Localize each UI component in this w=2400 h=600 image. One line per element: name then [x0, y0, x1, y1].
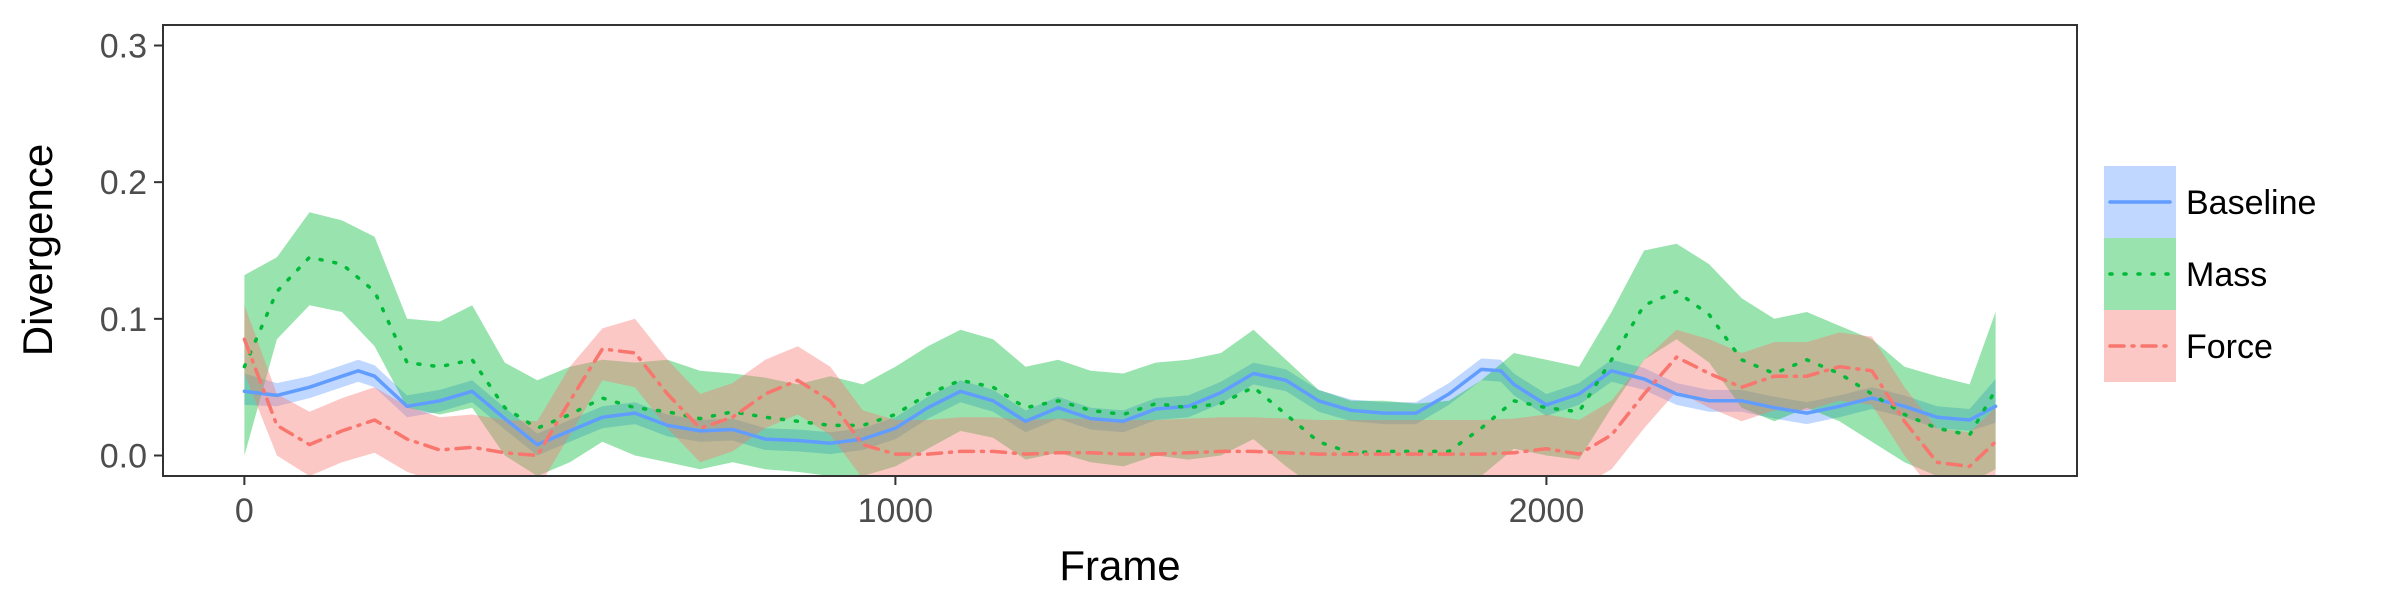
y-tick-label: 0.0	[100, 438, 147, 476]
y-tick-label: 0.2	[100, 164, 147, 202]
y-tick-label: 0.3	[100, 28, 147, 66]
legend-item-force: Force	[2104, 310, 2273, 382]
legend: Baseline Mass Force	[2104, 166, 2316, 382]
legend-label-mass: Mass	[2186, 256, 2267, 294]
baseline-band	[244, 358, 1996, 456]
x-axis-title: Frame	[1059, 542, 1180, 589]
y-axis: 0.0 0.1 0.2 0.3	[100, 28, 163, 476]
plot-panel-border	[162, 24, 2078, 477]
force-band	[244, 305, 1996, 476]
y-tick-label: 0.1	[100, 301, 147, 339]
x-axis: 0 1000 2000	[235, 476, 1584, 530]
mass-line	[242, 255, 1998, 455]
force-line	[242, 337, 1998, 469]
legend-label-force: Force	[2186, 328, 2273, 366]
x-tick-label: 2000	[1509, 492, 1585, 530]
x-tick-label: 1000	[858, 492, 934, 530]
y-axis-title: Divergence	[14, 144, 61, 356]
legend-item-mass: Mass	[2104, 238, 2267, 310]
legend-item-baseline: Baseline	[2104, 166, 2316, 238]
legend-label-baseline: Baseline	[2186, 184, 2316, 222]
baseline-line	[242, 367, 1998, 447]
series-lines	[242, 255, 1998, 469]
x-tick-label: 0	[235, 492, 254, 530]
